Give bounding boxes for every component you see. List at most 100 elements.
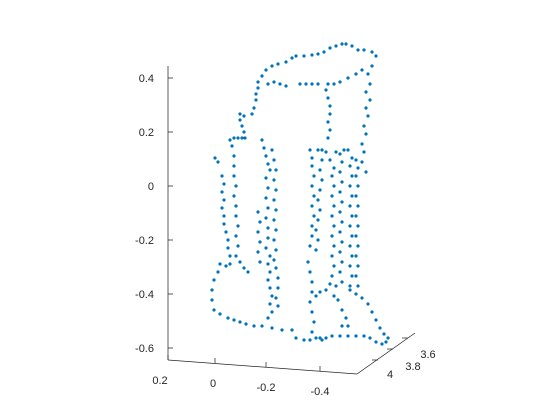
- scatter-point: [272, 158, 276, 162]
- scatter-point: [328, 282, 332, 286]
- scatter-point: [348, 244, 352, 248]
- scatter-point: [334, 44, 338, 48]
- scatter-point: [344, 316, 348, 320]
- scatter-point: [264, 68, 268, 72]
- scatter-point: [354, 254, 358, 258]
- x-tick-label: -0.2: [257, 382, 276, 394]
- scatter-point: [374, 340, 378, 344]
- scatter-point: [342, 148, 346, 152]
- scatter-point: [232, 174, 236, 178]
- scatter-point: [268, 302, 272, 306]
- scatter-point: [340, 180, 344, 184]
- scatter-point: [348, 164, 352, 168]
- scatter-point: [284, 60, 288, 64]
- scatter-point: [270, 310, 274, 314]
- scatter-point: [268, 286, 272, 290]
- scatter-point: [330, 214, 334, 218]
- scatter-point: [220, 174, 224, 178]
- scatter-point: [264, 246, 268, 250]
- scatter-point: [324, 288, 328, 292]
- scatter-point: [374, 318, 378, 322]
- scatter-point: [324, 336, 328, 340]
- scatter-point: [246, 270, 250, 274]
- scatter-point: [356, 264, 360, 268]
- scatter-point: [238, 260, 242, 264]
- scatter-point: [310, 164, 314, 168]
- scatter-point: [350, 194, 354, 198]
- scatter-point: [212, 308, 216, 312]
- scatter-point: [340, 200, 344, 204]
- scatter-point: [222, 198, 226, 202]
- scatter-point: [262, 146, 266, 150]
- scatter-point: [230, 144, 234, 148]
- scatter-point: [310, 156, 314, 160]
- scatter-point: [272, 238, 276, 242]
- x-axis-line: [167, 359, 358, 375]
- scatter-point: [302, 338, 306, 342]
- scatter-point: [232, 136, 236, 140]
- scatter-point: [332, 82, 336, 86]
- scatter-point: [332, 294, 336, 298]
- scatter-point: [320, 148, 324, 152]
- scatter-point: [344, 42, 348, 46]
- scatter-point: [224, 264, 228, 268]
- scatter-point: [243, 136, 247, 140]
- scatter-point: [386, 336, 390, 340]
- scatter-point: [266, 82, 270, 86]
- scatter-point: [226, 316, 230, 320]
- scatter-point: [258, 220, 262, 224]
- scatter-point: [266, 206, 270, 210]
- scatter-point: [346, 148, 350, 152]
- scatter-point: [276, 286, 280, 290]
- scatter-point: [254, 92, 258, 96]
- scatter-point: [274, 296, 278, 300]
- scatter-point: [312, 194, 316, 198]
- scatter-point: [320, 338, 324, 342]
- scatter-point: [232, 154, 236, 158]
- scatter-point: [340, 280, 344, 284]
- scatter-point: [356, 244, 360, 248]
- scatter-point: [312, 174, 316, 178]
- scatter-point: [348, 264, 352, 268]
- scatter-point: [260, 324, 264, 328]
- scatter-point: [338, 250, 342, 254]
- scatter-point: [242, 266, 246, 270]
- scatter-point: [268, 270, 272, 274]
- scatter-point: [354, 174, 358, 178]
- scatter-point: [210, 298, 214, 302]
- scatter-point: [266, 186, 270, 190]
- scatter-point: [298, 82, 302, 86]
- scatter-point: [366, 302, 370, 306]
- scatter-point: [310, 224, 314, 228]
- scatter-point: [332, 166, 336, 170]
- z-tick-label: -0.6: [135, 343, 154, 355]
- scatter-point: [326, 96, 330, 100]
- scatter-point: [350, 156, 354, 160]
- scatter-point: [318, 290, 322, 294]
- scatter-point: [290, 328, 294, 332]
- scatter-point: [226, 246, 230, 250]
- scatter-point: [274, 228, 278, 232]
- scatter-point: [328, 46, 332, 50]
- scatter-point: [236, 244, 240, 248]
- scatter-point: [232, 194, 236, 198]
- scatter-point: [328, 158, 332, 162]
- scatter-point: [350, 174, 354, 178]
- z-tick-label: -0.2: [135, 235, 154, 247]
- scatter-point: [258, 260, 262, 264]
- scatter-point: [354, 274, 358, 278]
- scatter-point: [314, 228, 318, 232]
- scatter-point: [332, 264, 336, 268]
- scatter-point: [332, 184, 336, 188]
- scatter-point: [222, 214, 226, 218]
- scatter-point: [304, 82, 308, 86]
- scatter-point: [216, 270, 220, 274]
- scatter-point: [316, 82, 320, 86]
- scatter-point: [356, 166, 360, 170]
- scatter-point: [250, 112, 254, 116]
- z-axis-ticks: 0.4 0.2 0 -0.2 -0.4 -0.6: [135, 73, 173, 355]
- scatter-point: [324, 150, 328, 154]
- scatter-point: [234, 234, 238, 238]
- scatter-point: [266, 226, 270, 230]
- z-tick-label: 0.4: [139, 73, 154, 85]
